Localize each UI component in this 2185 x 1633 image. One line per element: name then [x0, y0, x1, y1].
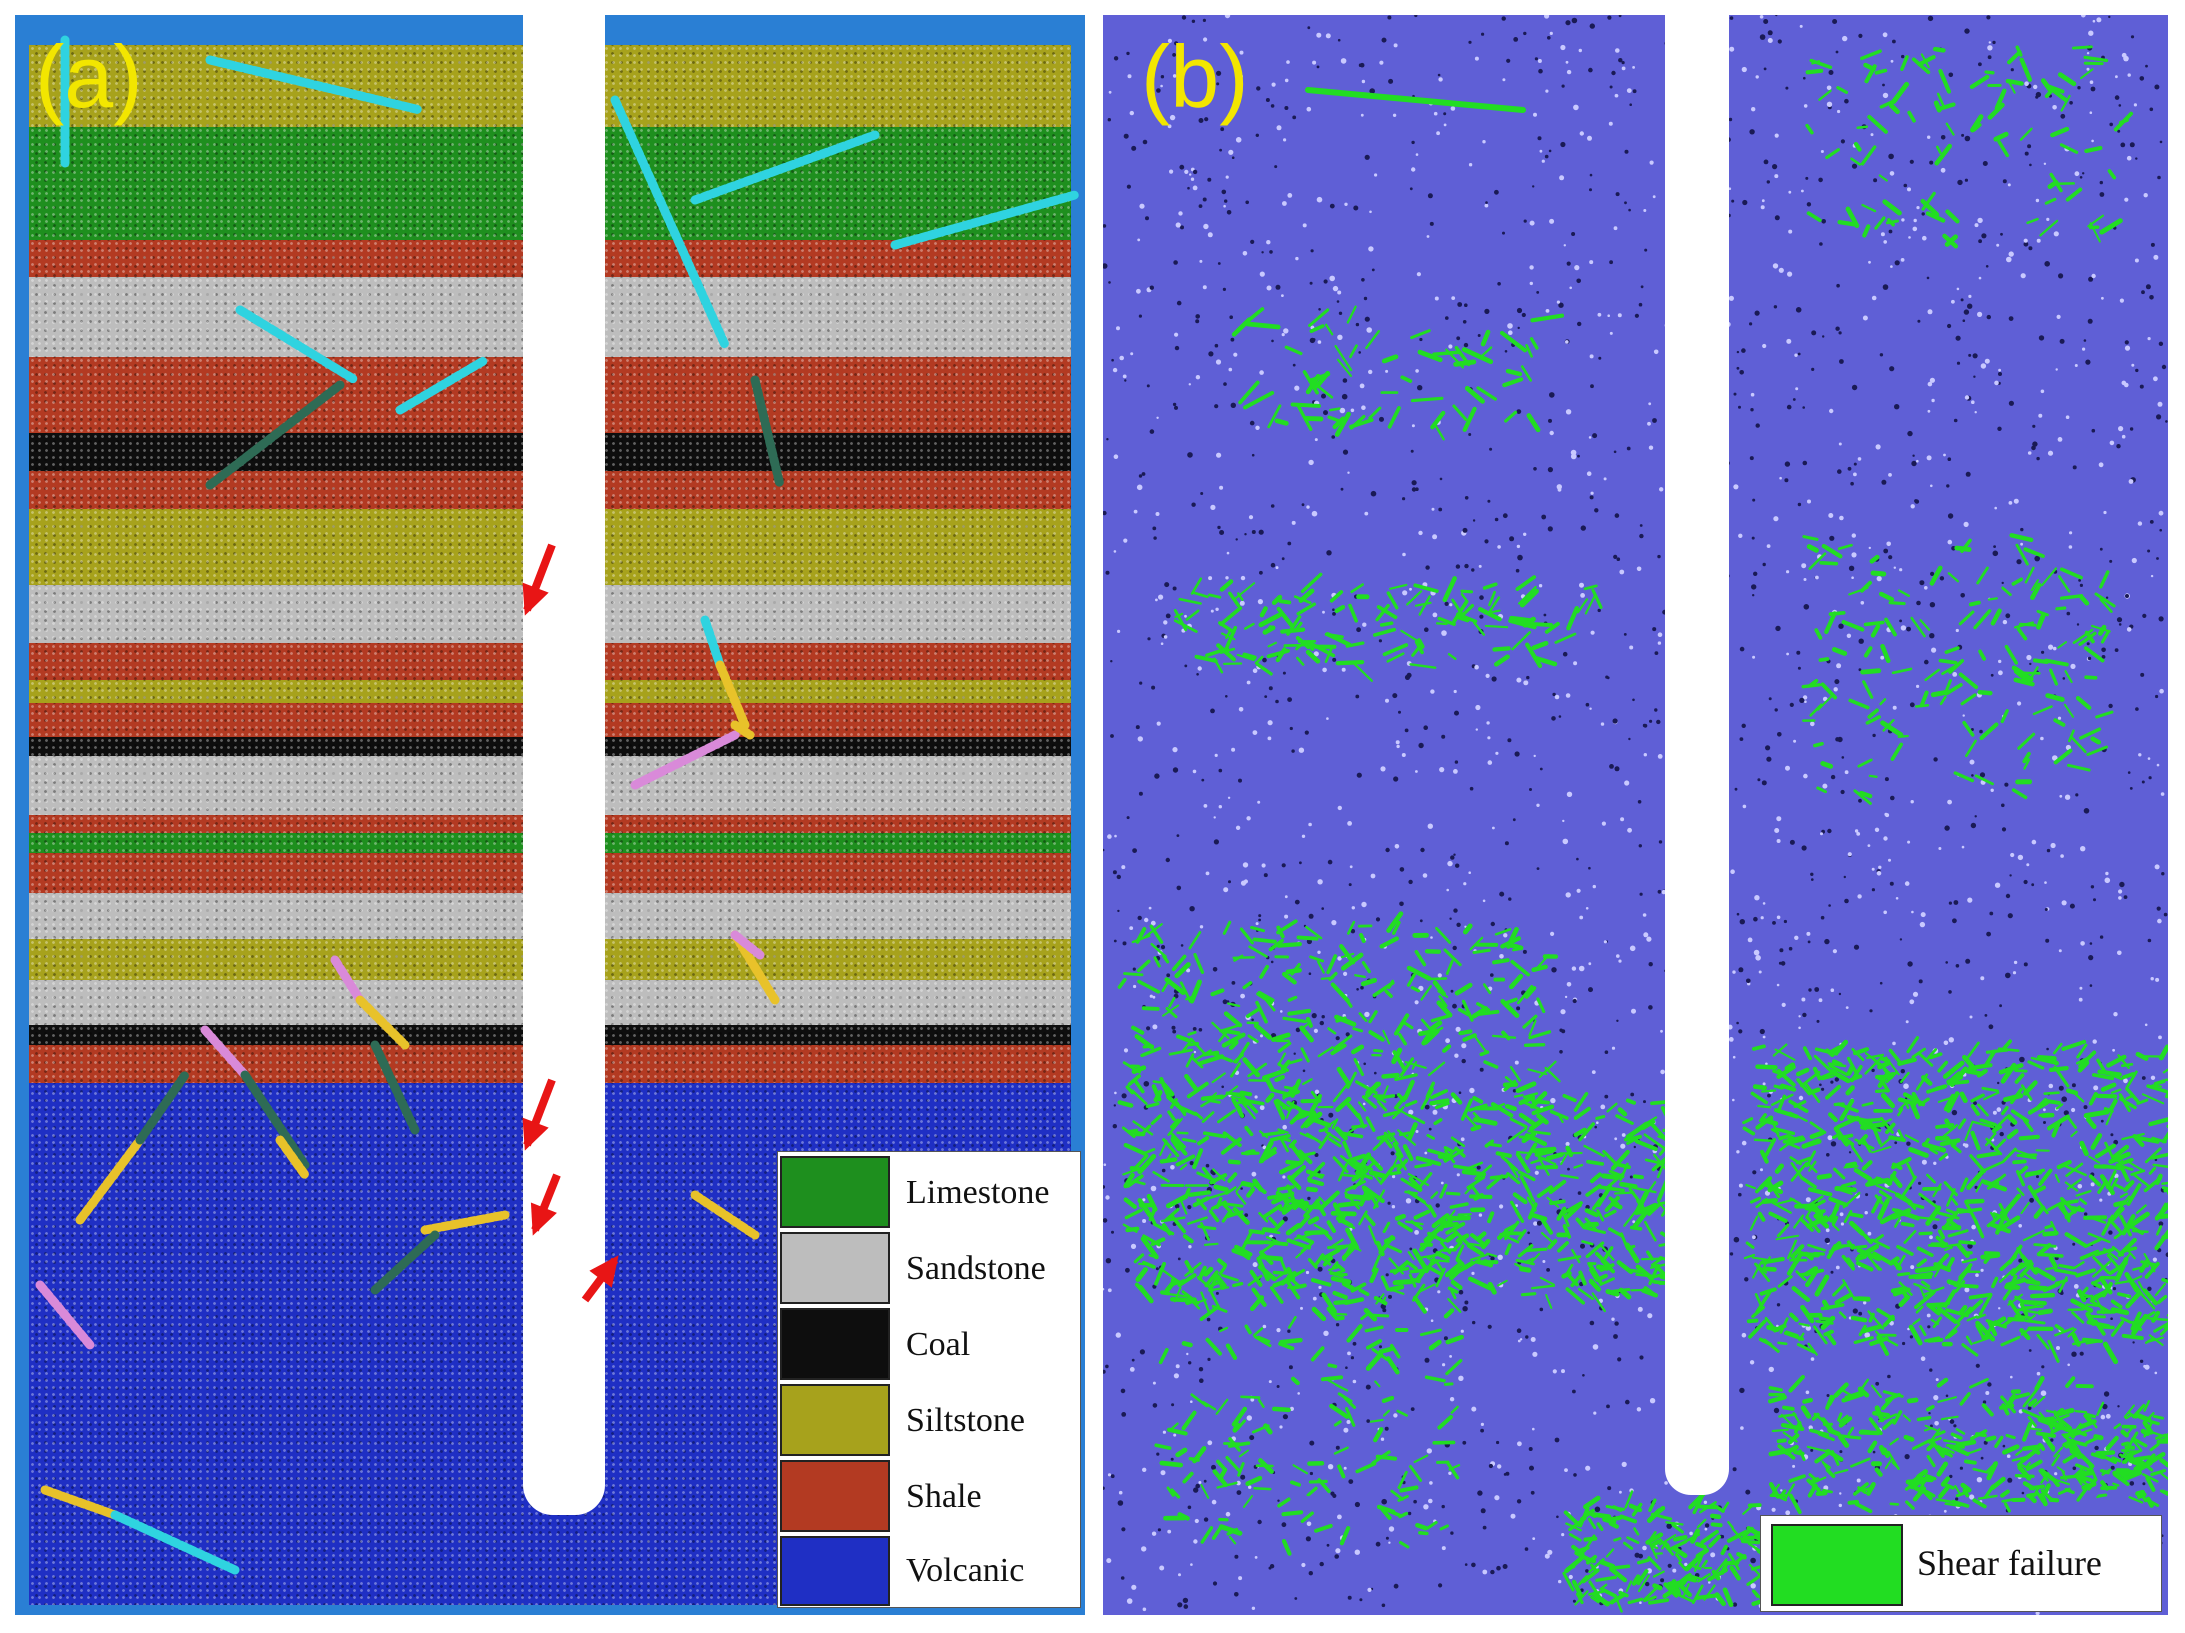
arrows-overlay	[522, 543, 619, 1303]
coal-swatch	[780, 1308, 890, 1380]
fracture-28	[110, 1510, 240, 1575]
fracture-14	[355, 995, 410, 1050]
fracture-8	[750, 375, 785, 490]
legend-b: Shear failure	[1760, 1515, 2162, 1612]
panel-a-stratigraphy: (a) Limestone Sandstone Coal Siltstone S…	[15, 15, 1085, 1615]
fracture-25	[730, 930, 765, 960]
fracture-7	[205, 380, 345, 490]
red-arrow-1	[522, 1078, 556, 1151]
red-arrow-2	[530, 1173, 561, 1236]
legend-shale: Shale	[906, 1478, 982, 1515]
fracture-4	[890, 190, 1080, 250]
fracture-10	[715, 660, 750, 730]
fracture-15	[370, 1040, 420, 1135]
fracture-13	[330, 955, 365, 1005]
fracture-21	[420, 1210, 510, 1235]
legend-row-limestone: Limestone	[778, 1154, 1080, 1229]
fracture-2	[610, 95, 730, 350]
legend-siltstone: Siltstone	[906, 1402, 1026, 1439]
siltstone-swatch	[780, 1384, 890, 1456]
legend-row-sandstone: Sandstone	[778, 1230, 1080, 1305]
legend-shear-failure: Shear failure	[1917, 1543, 2102, 1583]
borehole	[523, 15, 605, 1515]
limestone-swatch	[780, 1156, 890, 1228]
fracture-0	[205, 55, 425, 115]
red-arrow-0	[522, 543, 556, 616]
fracture-6	[395, 355, 490, 415]
fracture-18	[75, 1135, 145, 1225]
sandstone-swatch	[780, 1232, 890, 1304]
legend-row-siltstone: Siltstone	[778, 1382, 1080, 1457]
particle-texture	[1103, 15, 2168, 1615]
fracture-27	[40, 1485, 120, 1520]
fracture-overlay	[35, 35, 1080, 1575]
shale-swatch	[780, 1460, 890, 1532]
shear-failure-overlay	[1117, 45, 2168, 1613]
fracture-11	[630, 730, 740, 790]
fracture-17	[240, 1070, 310, 1170]
panel-a-label: (a)	[35, 27, 143, 126]
legend-a: Limestone Sandstone Coal Siltstone Shale…	[777, 1151, 1081, 1608]
fracture-20	[275, 1135, 310, 1180]
red-arrow-3	[581, 1255, 619, 1303]
shear-failure-swatch	[1771, 1524, 1903, 1606]
fracture-22	[370, 1230, 440, 1295]
panel-b-label: (b)	[1141, 27, 1249, 126]
legend-coal: Coal	[906, 1326, 971, 1363]
legend-sandstone: Sandstone	[906, 1250, 1046, 1287]
borehole	[1665, 15, 1729, 1495]
fracture-3	[690, 130, 880, 205]
fracture-5	[235, 305, 360, 385]
fracture-9	[700, 615, 725, 670]
fracture-19	[135, 1070, 190, 1145]
legend-row-shale: Shale	[778, 1458, 1080, 1533]
fracture-23	[35, 1280, 95, 1350]
legend-limestone: Limestone	[906, 1174, 1050, 1211]
fracture-12	[730, 720, 755, 740]
panel-b-shear-failure: (b) Shear failure	[1103, 15, 2168, 1615]
volcanic-swatch	[780, 1536, 890, 1606]
legend-row-coal: Coal	[778, 1306, 1080, 1381]
fracture-26	[690, 1190, 760, 1240]
legend-volcanic: Volcanic	[906, 1552, 1025, 1589]
legend-row-volcanic: Volcanic	[778, 1534, 1080, 1607]
fracture-16	[200, 1025, 250, 1080]
